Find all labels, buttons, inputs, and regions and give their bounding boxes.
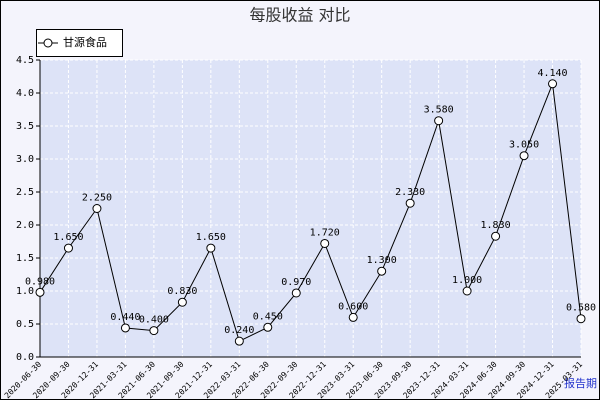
data-point [35, 287, 45, 297]
y-tick-label: 0.0 [16, 352, 34, 363]
legend-label: 甘源食品 [63, 35, 107, 49]
data-point [63, 243, 73, 253]
y-tick-label: 3.5 [16, 121, 34, 132]
data-label: 0.400 [139, 315, 169, 326]
data-point [149, 326, 159, 336]
data-label: 0.240 [224, 325, 254, 336]
data-label: 1.650 [53, 232, 83, 243]
data-label: 2.330 [395, 187, 425, 198]
data-label: 0.830 [167, 286, 197, 297]
data-point [519, 151, 529, 161]
data-label: 1.300 [367, 255, 397, 266]
data-label: 3.050 [509, 140, 539, 151]
data-label: 1.830 [481, 220, 511, 231]
data-point [206, 243, 216, 253]
y-tick-label: 4.0 [16, 88, 34, 99]
data-point [377, 266, 387, 276]
data-point [405, 198, 415, 208]
data-label: 1.650 [196, 232, 226, 243]
series-line [39, 83, 582, 342]
data-label: 4.140 [537, 68, 567, 79]
data-point [434, 116, 444, 126]
data-point [491, 231, 501, 241]
data-point [120, 323, 130, 333]
data-label: 0.580 [566, 303, 596, 314]
data-label: 1.720 [310, 227, 340, 238]
data-point [291, 288, 301, 298]
data-label: 0.440 [110, 312, 140, 323]
y-tick-label: 2.5 [16, 187, 34, 198]
legend-marker [43, 38, 53, 48]
data-point [576, 314, 586, 324]
y-tick-label: 0.5 [16, 319, 34, 330]
data-point [320, 238, 330, 248]
data-point [263, 322, 273, 332]
y-tick-label: 2.0 [16, 220, 34, 231]
data-label: 0.970 [281, 277, 311, 288]
data-label: 0.450 [253, 311, 283, 322]
plot-area [40, 60, 581, 357]
data-label: 0.980 [25, 276, 55, 287]
data-label: 1.000 [452, 275, 482, 286]
data-point [548, 79, 558, 89]
data-point [234, 336, 244, 346]
data-label: 2.250 [82, 193, 112, 204]
data-point [177, 297, 187, 307]
data-point [462, 286, 472, 296]
y-tick-label: 4.5 [16, 55, 34, 66]
data-label: 0.600 [338, 301, 368, 312]
y-tick-label: 1.0 [16, 286, 34, 297]
y-tick-label: 1.5 [16, 253, 34, 264]
data-point [348, 312, 358, 322]
x-axis-label: 报告期 [564, 376, 597, 390]
y-tick-label: 3.0 [16, 154, 34, 165]
data-label: 3.580 [424, 105, 454, 116]
data-point [92, 204, 102, 213]
chart-title: 每股收益 对比 [249, 6, 350, 25]
